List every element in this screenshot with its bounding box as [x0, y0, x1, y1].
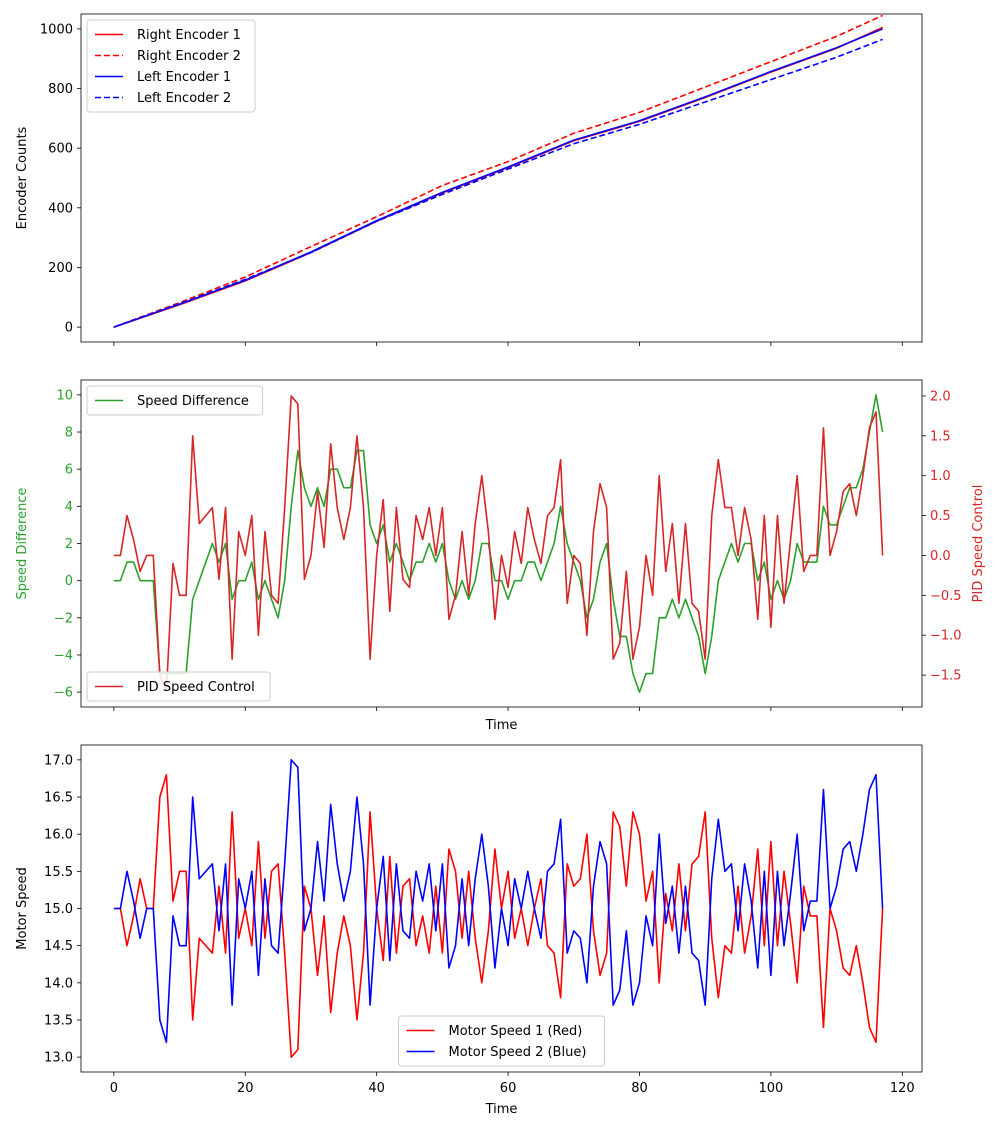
x-tick-label: 0: [110, 1081, 118, 1096]
legend-box: [86, 19, 256, 113]
y-tick-label: 0: [65, 574, 73, 589]
y-tick-label: 16.0: [44, 828, 73, 843]
series-line-right-encoder-2: [113, 14, 883, 328]
y2-tick-label: −1.5: [930, 669, 962, 684]
y2-tick-label: 1.0: [930, 469, 951, 484]
y-axis-label: Speed Difference: [15, 488, 30, 600]
series-line-motor-speed-2-blue: [113, 759, 884, 1044]
legend-label: Motor Speed 1 (Red): [449, 1024, 583, 1039]
y-tick-label: 15.0: [44, 902, 73, 917]
legend-label: PID Speed Control: [137, 680, 255, 695]
legend-label: Right Encoder 1: [137, 28, 241, 43]
legend: Right Encoder 1 Right Encoder 2 Left Encod…: [86, 19, 256, 113]
legend: Speed Difference: [86, 385, 264, 416]
y-tick-label: 200: [48, 261, 73, 276]
y-axis-label: Motor Speed: [15, 867, 30, 949]
legend-box: [398, 1015, 605, 1067]
y-tick-label: −4: [54, 648, 73, 663]
y2-tick-label: −0.5: [930, 589, 962, 604]
legend-box: [86, 385, 264, 416]
subplot-2: −6 −4 −2 0 2 4 6 8 10 −1.5 −1.0 −0.5 0.0 0.5 1.0 1.5 2.0…: [15, 379, 986, 733]
y-tick-label: 13.5: [44, 1013, 73, 1028]
legend-box: [86, 671, 271, 702]
y2-tick-label: 1.5: [930, 429, 951, 444]
y-tick-label: 1000: [40, 22, 73, 37]
y2-tick-label: 0.5: [930, 509, 951, 524]
y-tick-label: −2: [54, 611, 73, 626]
y-axis-label: Encoder Counts: [15, 126, 30, 229]
series-line-speed-difference: [113, 394, 884, 693]
y2-tick-label: −1.0: [930, 629, 962, 644]
subplot-1: 0 200 400 600 800 1000 Encoder Counts Right Enc…: [15, 13, 923, 346]
series-line-left-encoder-1: [113, 28, 883, 328]
series-line-pid-speed-control: [113, 395, 884, 692]
x-axis-label: Time: [485, 1102, 518, 1117]
plot-frame: [80, 379, 923, 708]
y-tick-label: 8: [65, 426, 73, 441]
y-tick-label: −6: [54, 686, 73, 701]
x-tick-label: 60: [500, 1081, 517, 1096]
y-tick-label: 2: [65, 537, 73, 552]
x-tick-label: 120: [890, 1081, 915, 1096]
series-line-left-encoder-2: [113, 38, 883, 328]
y2-axis-label: PID Speed Control: [971, 485, 986, 603]
y-tick-label: 14.5: [44, 939, 73, 954]
legend-label: Motor Speed 2 (Blue): [449, 1045, 587, 1060]
y-tick-label: 14.0: [44, 976, 73, 991]
x-tick-label: 80: [631, 1081, 648, 1096]
series-line-motor-speed-1-red: [113, 773, 884, 1058]
y-tick-label: 16.5: [44, 791, 73, 806]
y-tick-label: 10: [56, 388, 73, 403]
legend-label: Right Encoder 2: [137, 49, 241, 64]
legend-label: Left Encoder 2: [137, 91, 231, 106]
plot-frame: [80, 13, 923, 343]
legend-label: Left Encoder 1: [137, 70, 231, 85]
legend-label: Speed Difference: [137, 394, 249, 409]
y2-tick-label: 0.0: [930, 549, 951, 564]
legend: Motor Speed 1 (Red) Motor Speed 2 (Blue): [398, 1015, 605, 1067]
y-tick-label: 6: [65, 463, 73, 478]
y-tick-label: 15.5: [44, 865, 73, 880]
x-tick-label: 40: [368, 1081, 385, 1096]
y-tick-label: 13.0: [44, 1051, 73, 1066]
y2-tick-label: 2.0: [930, 389, 951, 404]
y-tick-label: 4: [65, 500, 73, 515]
y-tick-label: 400: [48, 201, 73, 216]
x-tick-label: 100: [758, 1081, 783, 1096]
y-tick-label: 600: [48, 142, 73, 157]
x-axis-label: Time: [485, 718, 518, 733]
y-tick-label: 17.0: [44, 753, 73, 768]
y-tick-label: 800: [48, 82, 73, 97]
y-tick-label: 0: [65, 321, 73, 336]
x-tick-label: 20: [237, 1081, 254, 1096]
legend: PID Speed Control: [86, 671, 271, 702]
subplot-3: 0 20 40 60 80 100 120 13.0 13.5 14.0 14.5 15.0 15.5 1…: [15, 744, 923, 1117]
